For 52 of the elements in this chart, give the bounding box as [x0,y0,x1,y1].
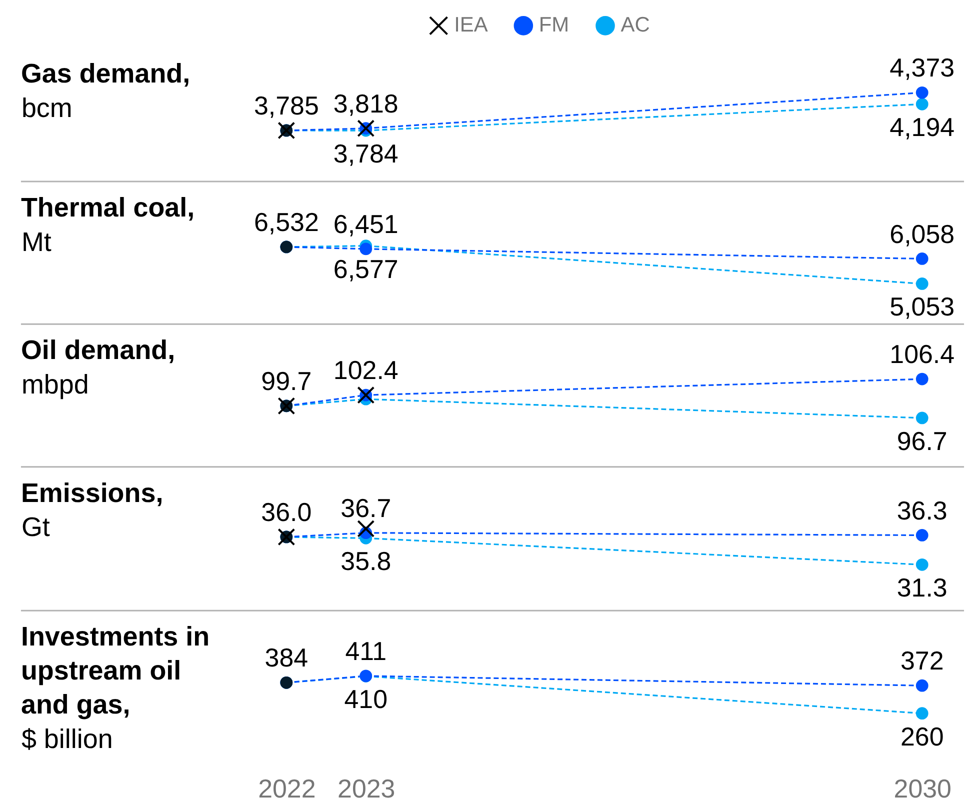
point [916,679,928,692]
point [916,98,928,110]
data-label: 260 [900,723,944,752]
data-label: 36.3 [896,497,948,526]
chart-title: Thermal coal, [20,192,195,222]
data-label: 410 [344,686,388,714]
point [916,529,928,542]
data-label: 96.7 [896,428,948,456]
data-label: 3,818 [333,90,398,118]
data-label: 4,194 [890,114,955,142]
chart-title: Oil demand, [20,335,176,366]
point [916,558,928,571]
legend-label: IEA [454,14,488,37]
x-tick-label: 2030 [894,776,952,804]
data-label: 106.4 [890,341,955,370]
data-label: 3,785 [254,92,319,121]
data-label: 6,532 [254,208,319,237]
data-label: 99.7 [261,368,312,396]
x-tick-label: 2022 [258,776,316,804]
y-axis-title: Gt [21,512,50,542]
point [360,242,372,256]
chart-title: Emissions, [20,478,164,508]
y-axis-title: mbpd [21,370,89,400]
data-label: 6,451 [333,210,398,239]
point [916,372,928,386]
y-axis-title: bcm [21,93,72,124]
point [916,707,928,720]
data-label: 6,577 [333,256,398,284]
point [916,278,928,290]
legend-label: FM [538,14,570,37]
data-label: 6,058 [890,220,955,249]
data-label: 372 [900,648,944,676]
point [357,520,375,538]
data-label: 31.3 [896,574,948,603]
data-label: 4,373 [890,54,955,83]
y-axis-title: Mt [21,226,52,257]
data-label: 102.4 [333,357,398,386]
chart-title: Investments in upstream oil and gas, [20,622,210,720]
y-axis-title: $ billion [21,724,113,754]
data-label: 35.8 [340,548,392,576]
point [916,252,928,265]
x-tick-label: 2023 [338,776,396,804]
data-label: 411 [345,638,387,666]
point [916,86,928,99]
data-label: 384 [264,644,308,673]
data-label: 5,053 [890,294,955,322]
data-label: 3,784 [333,140,398,168]
data-label: 36.0 [261,499,312,528]
data-label: 36.7 [340,494,392,523]
legend-label: AC [620,14,650,37]
point [916,412,928,424]
chart-title: Gas demand, [20,58,190,89]
